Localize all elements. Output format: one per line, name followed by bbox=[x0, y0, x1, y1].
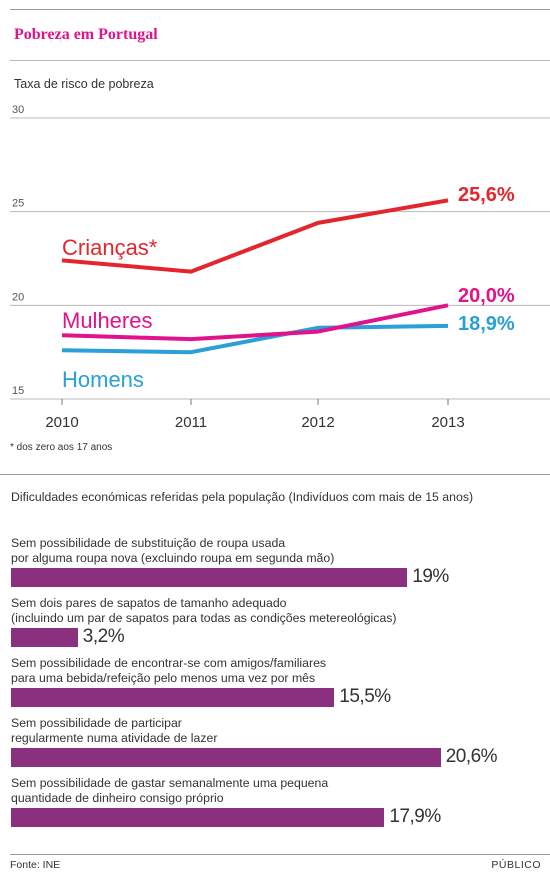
series-line-criancas bbox=[61, 198, 449, 274]
bar-category-label: Sem possibilidade de participar regularme… bbox=[11, 716, 218, 745]
series-end-value-label: 18,9% bbox=[458, 313, 515, 335]
title-divider bbox=[10, 60, 550, 61]
bottom-rule bbox=[10, 854, 550, 855]
x-tick-label: 2011 bbox=[175, 414, 207, 431]
bar-value-label: 19% bbox=[412, 566, 449, 587]
series-line-mulheres bbox=[61, 303, 449, 342]
chart-subtitle: Taxa de risco de pobreza bbox=[14, 77, 154, 91]
x-tick-label: 2013 bbox=[431, 414, 464, 431]
y-tick-label: 20 bbox=[12, 291, 24, 303]
series-name-label: Homens bbox=[62, 367, 144, 392]
bar-value-label: 17,9% bbox=[389, 806, 441, 827]
line-chart: 15 20 25 30 2010 2011 2012 2013 Crianças* 25,6% Mu… bbox=[10, 104, 550, 431]
source-credit: Fonte: INE bbox=[10, 859, 61, 871]
bar-category-label: Sem dois pares de sapatos de tamanho ade… bbox=[11, 596, 397, 625]
bar-value-label: 3,2% bbox=[82, 626, 125, 647]
y-tick-label: 15 bbox=[12, 385, 24, 397]
series-end-value-label: 25,6% bbox=[458, 184, 515, 206]
section-divider bbox=[0, 474, 550, 475]
bar bbox=[11, 628, 78, 647]
bar bbox=[11, 688, 335, 707]
bar-category-label: Sem possibilidade de gastar semanalmente… bbox=[11, 776, 329, 805]
page-title: Pobreza em Portugal bbox=[14, 26, 158, 43]
bar-value-label: 15,5% bbox=[339, 686, 391, 707]
top-rule bbox=[10, 9, 550, 10]
series-name-label: Mulheres bbox=[62, 308, 152, 333]
bar-category-label: Sem possibilidade de substituição de rou… bbox=[11, 536, 335, 565]
series-end-value-label: 20,0% bbox=[458, 285, 515, 307]
bar bbox=[11, 748, 441, 767]
bar-chart-title: Dificuldades económicas referidas pela p… bbox=[11, 490, 474, 504]
bar bbox=[11, 568, 408, 587]
y-tick-label: 30 bbox=[12, 104, 24, 116]
bar-value-label: 20,6% bbox=[445, 746, 498, 767]
footnote: * dos zero aos 17 anos bbox=[10, 442, 113, 453]
bar bbox=[11, 808, 385, 827]
bar-category-label: Sem possibilidade de encontrar-se com am… bbox=[11, 656, 327, 685]
y-tick-label: 25 bbox=[12, 198, 24, 210]
brand-logo: PÚBLICO bbox=[491, 859, 541, 871]
series-line-homens bbox=[61, 323, 449, 355]
x-tick-label: 2012 bbox=[301, 414, 334, 431]
series-name-label: Crianças* bbox=[62, 235, 158, 260]
x-tick-label: 2010 bbox=[45, 414, 78, 431]
